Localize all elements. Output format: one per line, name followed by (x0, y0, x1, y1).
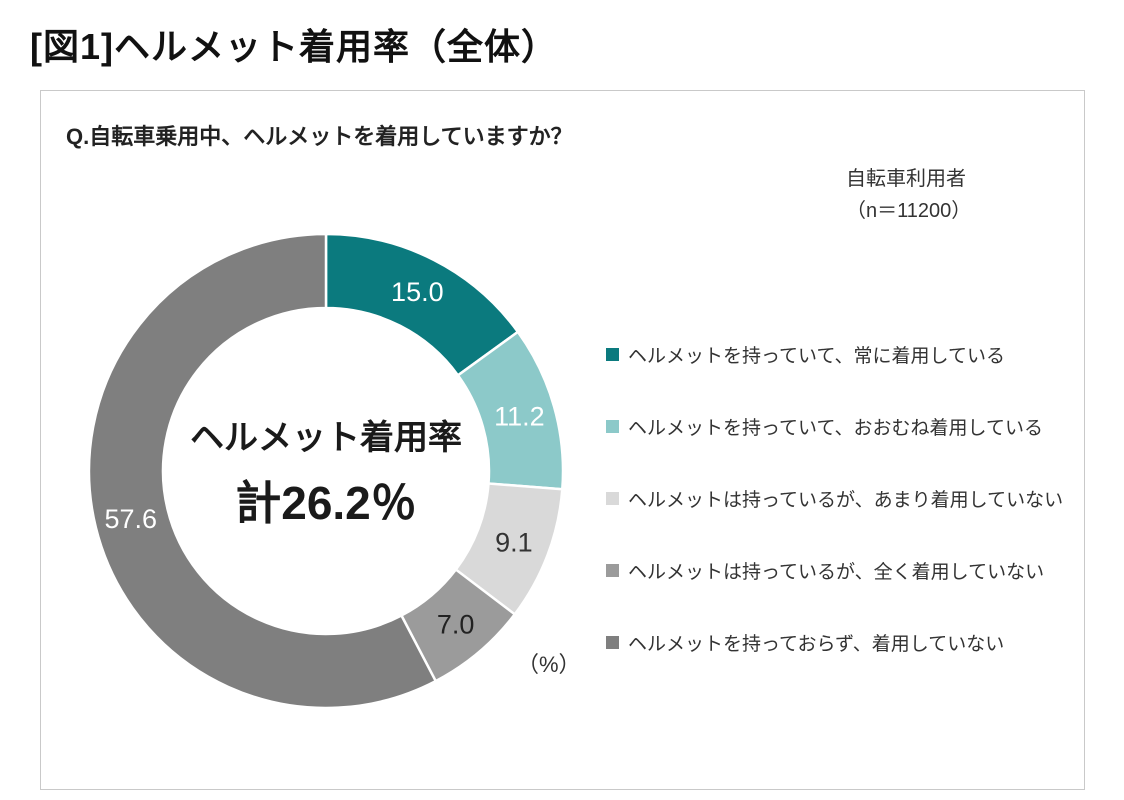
legend-label: ヘルメットを持っていて、常に着用している (628, 346, 1005, 367)
donut-chart-svg: 15.0 11.2 9.1 7.0 57.6 (87, 232, 565, 710)
legend-item: ヘルメットを持っていて、おおむね着用している (606, 413, 1063, 440)
legend-swatch (606, 636, 619, 649)
segment-value-label: 9.1 (495, 527, 533, 557)
legend-item: ヘルメットは持っているが、あまり着用していない (606, 485, 1063, 512)
legend-label: ヘルメットを持っていて、おおむね着用している (628, 418, 1043, 439)
legend-swatch (606, 492, 619, 505)
chart-panel: Q.自転車乗用中、ヘルメットを着用していますか？ 自転車利用者 （n＝11200… (40, 90, 1085, 790)
segment-value-label: 57.6 (105, 504, 158, 534)
respondents-note: 自転車利用者 （n＝11200） (846, 163, 971, 227)
segment-value-label: 7.0 (437, 610, 475, 640)
legend-swatch (606, 564, 619, 577)
segment-value-label: 11.2 (494, 401, 545, 431)
survey-question: Q.自転車乗用中、ヘルメットを着用していますか？ (66, 124, 573, 149)
respondents-count: （n＝11200） (846, 200, 972, 222)
legend-label: ヘルメットを持っておらず、着用していない (628, 634, 1005, 655)
segment-value-label: 15.0 (391, 277, 444, 307)
legend-item: ヘルメットを持っておらず、着用していない (606, 629, 1063, 656)
unit-label: （%） (517, 652, 581, 677)
donut-chart: 15.0 11.2 9.1 7.0 57.6 ヘルメット着用率 計26.2％ (81, 226, 571, 716)
legend-item: ヘルメットは持っているが、全く着用していない (606, 557, 1063, 584)
page-title: [図1]ヘルメット着用率（全体） (30, 26, 558, 67)
legend-swatch (606, 420, 619, 433)
legend: ヘルメットを持っていて、常に着用しているヘルメットを持っていて、おおむね着用して… (606, 341, 1063, 656)
legend-item: ヘルメットを持っていて、常に着用している (606, 341, 1063, 368)
donut-segment (87, 232, 438, 710)
legend-swatch (606, 348, 619, 361)
respondents-group: 自転車利用者 (846, 168, 966, 190)
legend-label: ヘルメットは持っているが、全く着用していない (628, 562, 1045, 583)
legend-label: ヘルメットは持っているが、あまり着用していない (628, 490, 1064, 511)
